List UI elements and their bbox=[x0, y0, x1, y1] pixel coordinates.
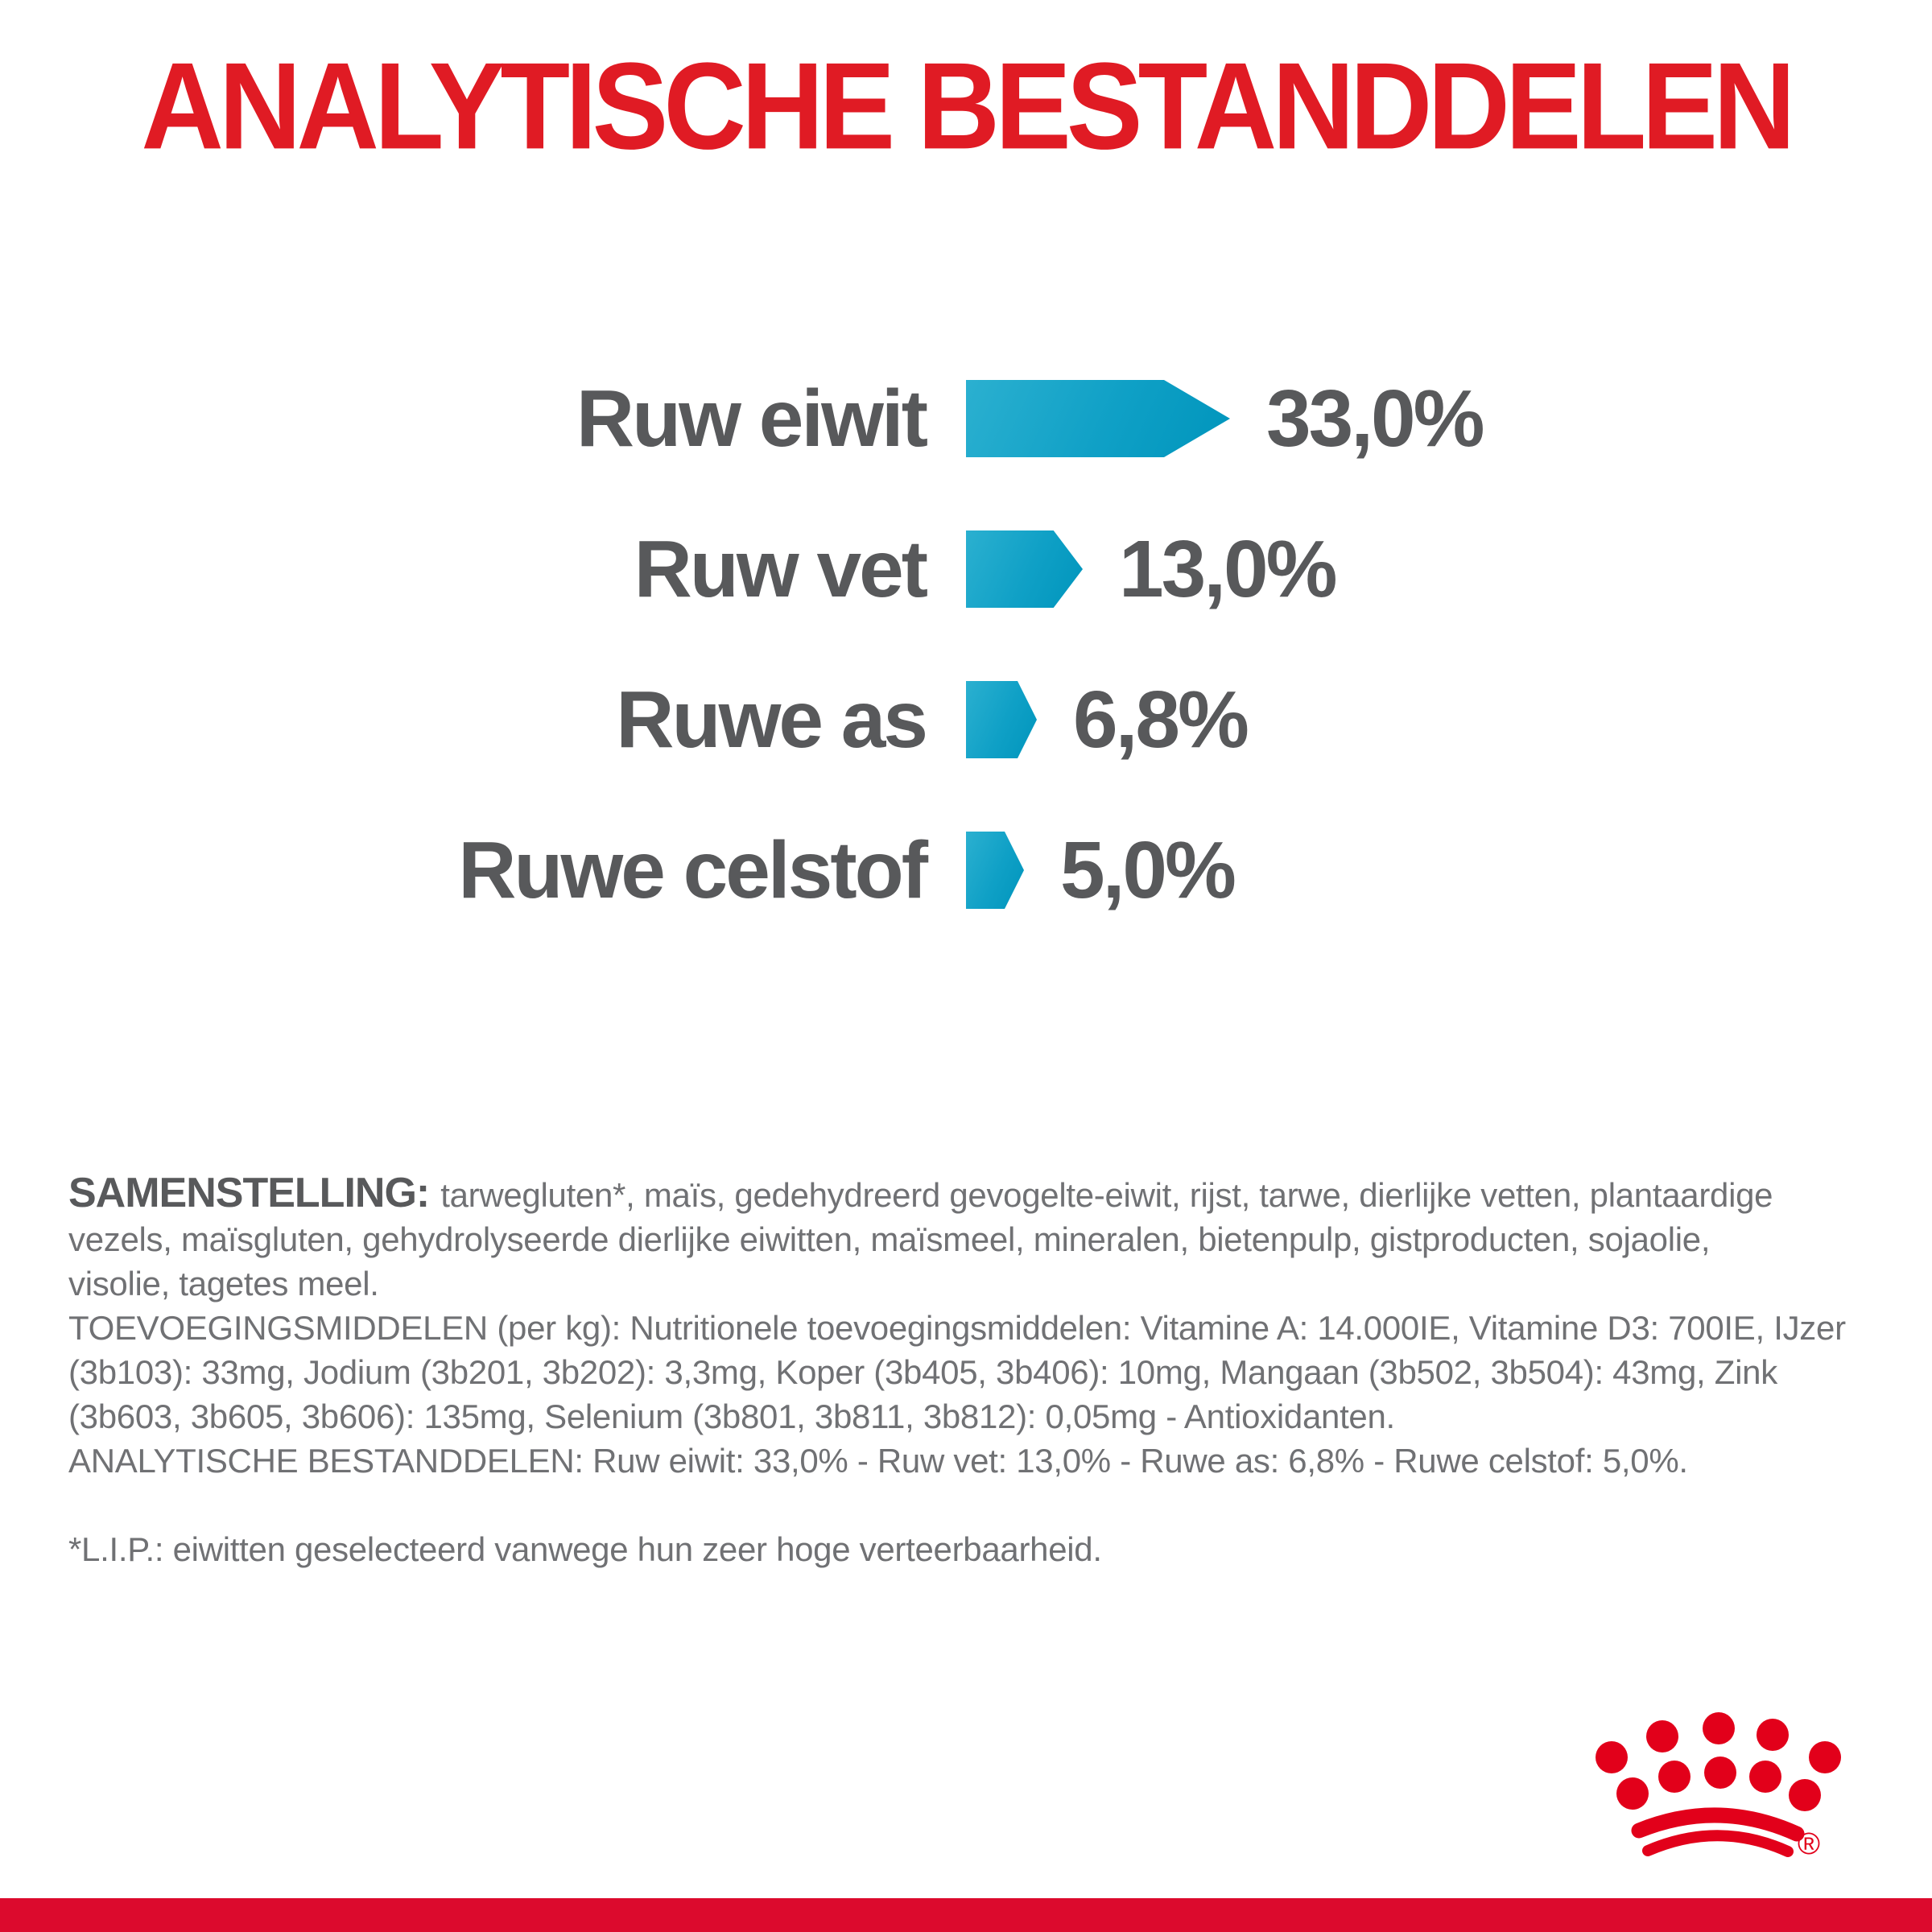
bar-ruwe-as bbox=[966, 681, 1037, 758]
composition-heading: SAMENSTELLING: bbox=[68, 1170, 430, 1216]
bar-value: 5,0% bbox=[1060, 825, 1236, 915]
composition-line-1: SAMENSTELLING: tarwegluten*, maïs, gedehy… bbox=[68, 1171, 1896, 1217]
bar-label: Ruwe as bbox=[616, 675, 928, 765]
registered-trademark-icon: ® bbox=[1798, 1827, 1820, 1861]
bar-label: Ruw eiwit bbox=[576, 374, 928, 464]
additives-line-3: (3b603, 3b605, 3b606): 135mg, Selenium (… bbox=[68, 1397, 1395, 1435]
additives-line-2: (3b103): 33mg, Jodium (3b201, 3b202): 3,… bbox=[68, 1353, 1777, 1391]
crown-arcs bbox=[1631, 1807, 1805, 1857]
bar-value: 33,0% bbox=[1266, 374, 1485, 464]
crown-dots bbox=[1596, 1712, 1841, 1811]
bar-label: Ruwe celstof bbox=[458, 825, 928, 915]
page-title: ANALYTISCHE BESTANDDELEN bbox=[141, 37, 1795, 175]
composition-line-3: visolie, tagetes meel. bbox=[68, 1265, 379, 1302]
composition-text-block: SAMENSTELLING: tarwegluten*, maïs, gedehy… bbox=[68, 1171, 1896, 1571]
composition-line-1-text: tarwegluten*, maïs, gedehydreerd gevogel… bbox=[440, 1176, 1773, 1214]
bar-value: 13,0% bbox=[1119, 524, 1338, 614]
chart-row-ruw-eiwit: Ruw eiwit 33,0% bbox=[0, 378, 1932, 459]
bar-ruwe-celstof bbox=[966, 832, 1024, 909]
additives-line-1: TOEVOEGINGSMIDDELEN (per kg): Nutritione… bbox=[68, 1309, 1846, 1347]
bottom-red-bar bbox=[0, 1898, 1932, 1932]
bar-ruw-eiwit bbox=[966, 380, 1230, 457]
composition-line-2: vezels, maïsgluten, gehydrolyseerde dier… bbox=[68, 1220, 1711, 1258]
analytical-components-chart: Ruw eiwit 33,0% Ruw vet 13,0% Ruwe as 6,… bbox=[0, 378, 1932, 910]
bar-value: 6,8% bbox=[1073, 675, 1249, 765]
lip-footnote: *L.I.P.: eiwitten geselecteerd vanwege h… bbox=[68, 1530, 1102, 1568]
bar-label: Ruw vet bbox=[634, 524, 928, 614]
chart-row-ruwe-as: Ruwe as 6,8% bbox=[0, 679, 1932, 760]
royal-canin-crown-logo: ® bbox=[1596, 1712, 1841, 1861]
chart-row-ruwe-celstof: Ruwe celstof 5,0% bbox=[0, 830, 1932, 910]
chart-row-ruw-vet: Ruw vet 13,0% bbox=[0, 529, 1932, 609]
bar-ruw-vet bbox=[966, 530, 1083, 608]
analytical-summary-line: ANALYTISCHE BESTANDDELEN: Ruw eiwit: 33,… bbox=[68, 1442, 1688, 1480]
